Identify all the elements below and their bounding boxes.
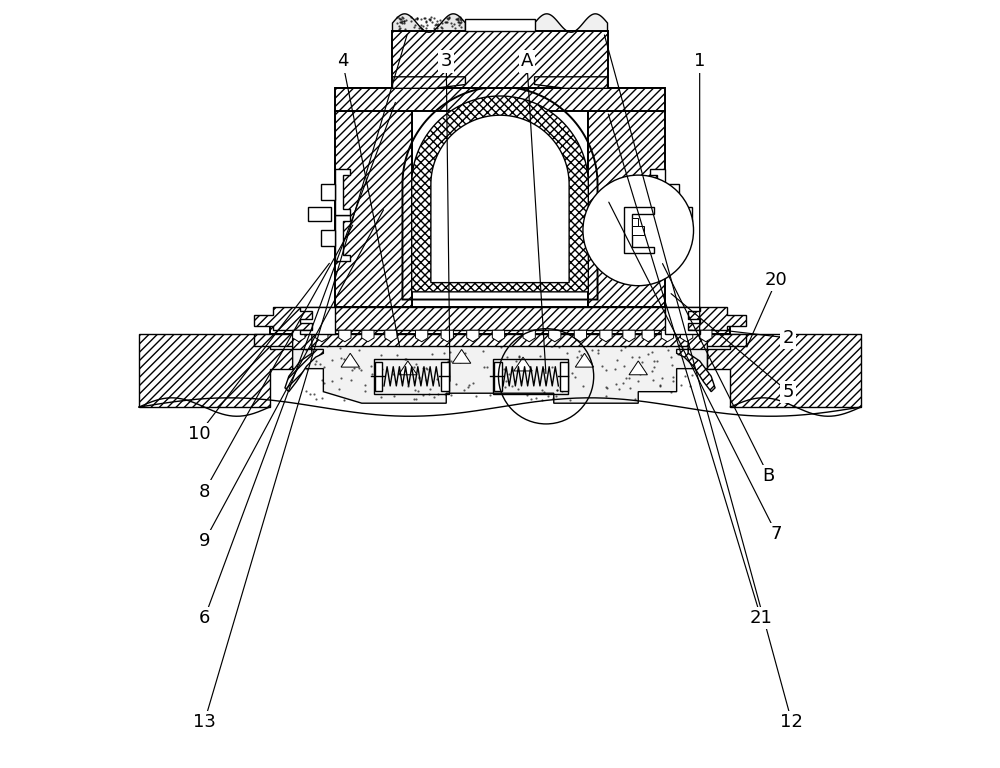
Polygon shape bbox=[680, 330, 693, 342]
Polygon shape bbox=[335, 88, 665, 111]
Polygon shape bbox=[465, 19, 535, 31]
Bar bbox=[308, 207, 331, 221]
Polygon shape bbox=[293, 330, 305, 342]
Text: 1: 1 bbox=[694, 52, 705, 71]
Polygon shape bbox=[362, 330, 374, 342]
Bar bbox=[665, 184, 679, 200]
Polygon shape bbox=[575, 353, 594, 367]
Polygon shape bbox=[588, 111, 665, 307]
Polygon shape bbox=[412, 96, 588, 292]
Polygon shape bbox=[700, 330, 712, 342]
Bar bbox=[632, 226, 644, 235]
Polygon shape bbox=[316, 330, 328, 342]
Polygon shape bbox=[677, 319, 715, 392]
Text: 13: 13 bbox=[193, 713, 216, 731]
Polygon shape bbox=[535, 14, 608, 32]
Polygon shape bbox=[535, 77, 608, 88]
Polygon shape bbox=[624, 207, 654, 253]
Text: 6: 6 bbox=[199, 609, 210, 627]
Polygon shape bbox=[392, 14, 465, 32]
Bar bbox=[375, 362, 382, 391]
Bar bbox=[493, 359, 568, 394]
Text: 8: 8 bbox=[199, 482, 210, 501]
Polygon shape bbox=[650, 169, 665, 215]
Text: 10: 10 bbox=[188, 425, 210, 443]
Bar bbox=[669, 207, 692, 221]
Polygon shape bbox=[416, 330, 428, 342]
Polygon shape bbox=[399, 361, 417, 375]
Polygon shape bbox=[523, 330, 535, 342]
Polygon shape bbox=[452, 349, 471, 363]
Bar bbox=[632, 218, 638, 226]
Polygon shape bbox=[254, 334, 746, 346]
Polygon shape bbox=[335, 111, 412, 307]
Text: 5: 5 bbox=[782, 382, 794, 401]
Polygon shape bbox=[623, 330, 635, 342]
Polygon shape bbox=[412, 111, 588, 307]
Text: 9: 9 bbox=[199, 532, 210, 551]
Polygon shape bbox=[600, 330, 612, 342]
Polygon shape bbox=[441, 330, 453, 342]
Polygon shape bbox=[661, 330, 674, 342]
Polygon shape bbox=[285, 319, 323, 392]
Bar bbox=[665, 230, 679, 246]
Polygon shape bbox=[139, 334, 293, 407]
Polygon shape bbox=[335, 215, 350, 261]
Polygon shape bbox=[665, 307, 700, 334]
Bar bbox=[494, 362, 502, 391]
Polygon shape bbox=[392, 77, 465, 88]
Polygon shape bbox=[629, 361, 647, 375]
Polygon shape bbox=[467, 330, 479, 342]
Text: 12: 12 bbox=[780, 713, 803, 731]
Polygon shape bbox=[514, 357, 532, 371]
Text: 3: 3 bbox=[440, 52, 452, 71]
Bar bbox=[321, 184, 335, 200]
Text: 20: 20 bbox=[765, 271, 788, 290]
Polygon shape bbox=[341, 353, 359, 367]
Bar bbox=[560, 362, 568, 391]
Polygon shape bbox=[574, 330, 587, 342]
Text: 4: 4 bbox=[337, 52, 348, 71]
Polygon shape bbox=[392, 31, 608, 88]
Bar bbox=[441, 362, 449, 391]
Text: 21: 21 bbox=[750, 609, 773, 627]
Text: B: B bbox=[763, 467, 775, 485]
Polygon shape bbox=[707, 334, 861, 407]
Polygon shape bbox=[254, 307, 746, 330]
Polygon shape bbox=[385, 330, 397, 342]
Bar bbox=[374, 359, 449, 394]
Circle shape bbox=[583, 175, 694, 286]
Text: 2: 2 bbox=[782, 329, 794, 347]
Polygon shape bbox=[339, 330, 351, 342]
Polygon shape bbox=[431, 115, 569, 283]
Bar bbox=[321, 230, 335, 246]
Polygon shape bbox=[335, 169, 350, 215]
Text: 7: 7 bbox=[771, 525, 782, 543]
Polygon shape bbox=[293, 334, 707, 403]
Text: A: A bbox=[521, 52, 533, 71]
Polygon shape bbox=[549, 330, 561, 342]
Polygon shape bbox=[270, 319, 730, 334]
Polygon shape bbox=[642, 330, 654, 342]
Polygon shape bbox=[300, 307, 335, 334]
Polygon shape bbox=[650, 215, 665, 261]
Polygon shape bbox=[492, 330, 505, 342]
